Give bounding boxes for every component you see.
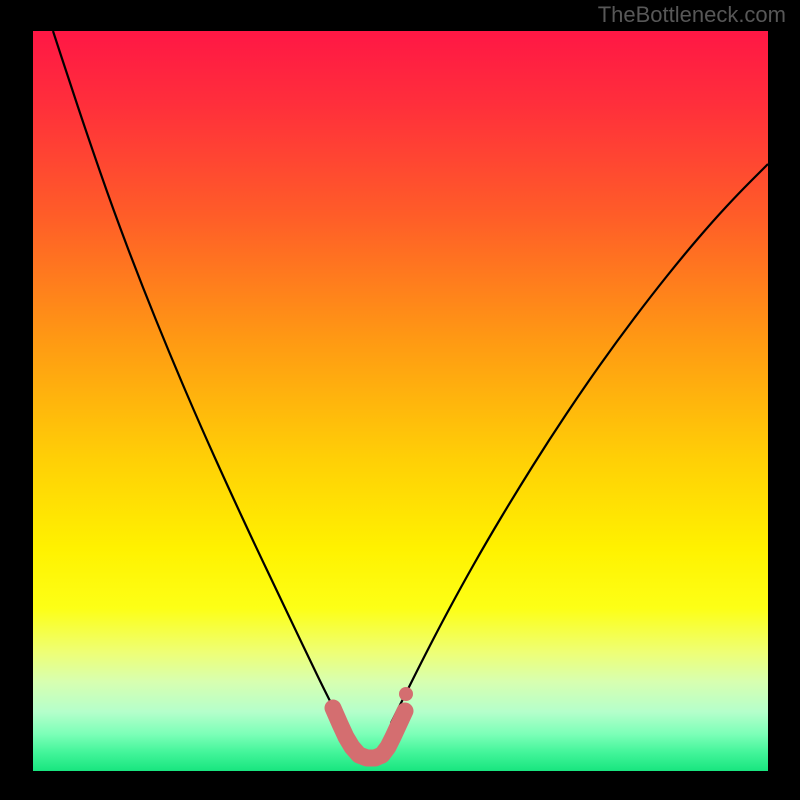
bottleneck-curve-left — [53, 31, 341, 723]
plot-area — [33, 31, 768, 771]
marker-dot — [399, 687, 413, 701]
bottleneck-curve-right — [391, 164, 768, 723]
curve-layer — [33, 31, 768, 771]
u-marker-path — [333, 708, 405, 758]
watermark-text: TheBottleneck.com — [598, 2, 786, 28]
chart-container: TheBottleneck.com — [0, 0, 800, 800]
